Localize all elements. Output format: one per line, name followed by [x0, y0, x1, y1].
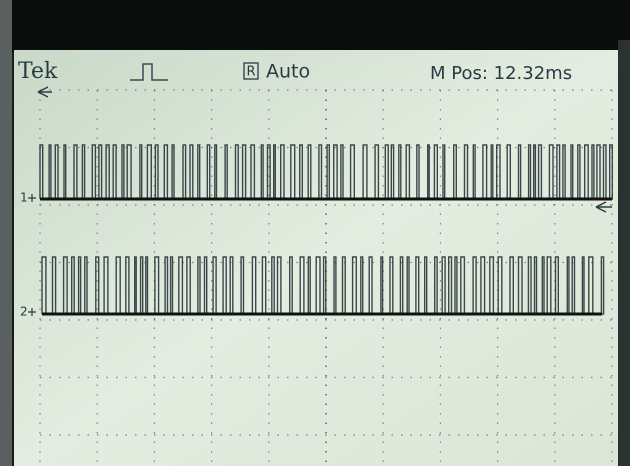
right-bezel [618, 40, 630, 466]
channel-marker: 2 [20, 305, 28, 319]
position: M Pos: 12.32ms [430, 63, 572, 84]
top-bezel [12, 0, 630, 52]
left-bezel [0, 0, 12, 466]
scope-photo: Tek R Auto M Pos: 12.32ms 1 2 [0, 0, 630, 466]
page: Tek R Auto M Pos: 12.32ms 1 2 (() => { c… [0, 0, 630, 466]
trigger-source: R [246, 65, 255, 80]
brand: Tek [18, 59, 58, 84]
acq-mode: Auto [266, 61, 310, 83]
channel-marker: 1 [20, 191, 28, 205]
